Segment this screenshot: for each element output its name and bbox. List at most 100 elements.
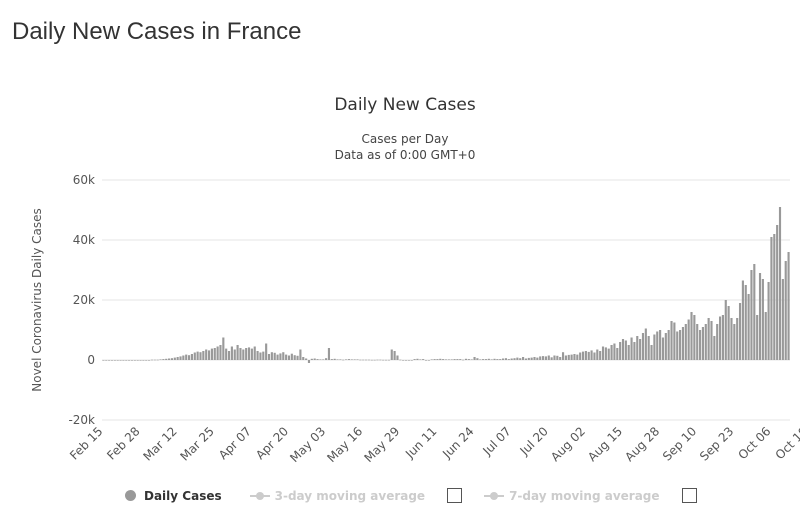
bar xyxy=(256,351,259,360)
bar xyxy=(299,349,302,360)
bar xyxy=(316,359,319,360)
bar xyxy=(659,330,662,360)
bar xyxy=(282,352,285,360)
bar xyxy=(462,359,465,361)
bar xyxy=(233,349,236,360)
bar xyxy=(353,359,356,360)
bar xyxy=(424,360,428,361)
bar xyxy=(245,348,248,360)
bar xyxy=(664,333,667,360)
bar xyxy=(596,349,599,360)
bar xyxy=(379,359,382,361)
bar xyxy=(436,359,439,360)
bar xyxy=(165,358,168,360)
bar xyxy=(670,321,673,360)
bar xyxy=(313,358,316,360)
bar xyxy=(113,360,116,361)
bar xyxy=(359,359,362,361)
bar xyxy=(656,331,659,360)
bar xyxy=(636,336,639,360)
bar xyxy=(784,261,787,360)
bar xyxy=(447,359,450,360)
bar xyxy=(404,360,408,361)
bar xyxy=(367,359,370,361)
bar xyxy=(644,328,647,360)
bar xyxy=(579,352,582,360)
bar xyxy=(239,348,242,360)
x-tick-label: Oct 06 xyxy=(735,424,773,462)
y-axis-label: Novel Coronavirus Daily Cases xyxy=(30,208,44,391)
bar xyxy=(133,360,136,361)
bar xyxy=(673,322,676,360)
bar xyxy=(639,339,642,360)
bar xyxy=(701,327,704,360)
x-tick-label: Sep 10 xyxy=(660,424,699,463)
bar xyxy=(470,359,473,360)
bar xyxy=(145,360,148,361)
bar xyxy=(307,360,311,363)
bar xyxy=(681,327,685,360)
bar xyxy=(593,352,596,360)
legend-label-daily-cases: Daily Cases xyxy=(144,488,222,503)
bar xyxy=(764,312,767,360)
checkbox-3-day-moving-average[interactable] xyxy=(447,488,463,503)
y-tick-label: 0 xyxy=(87,353,95,367)
bar xyxy=(279,353,282,360)
legend-item-7-day-moving-average[interactable]: 7-day moving average xyxy=(484,489,660,503)
bar xyxy=(173,357,176,360)
x-tick-label: Aug 02 xyxy=(548,424,588,464)
bar xyxy=(327,348,331,360)
bar xyxy=(456,359,459,360)
bar xyxy=(499,359,502,360)
bar xyxy=(724,300,727,360)
checkbox-7-day-moving-average[interactable] xyxy=(681,488,697,503)
bar xyxy=(539,356,542,360)
bar xyxy=(459,359,462,360)
bar xyxy=(504,358,508,360)
x-tick-label: Aug 28 xyxy=(622,424,662,464)
bar xyxy=(273,352,276,360)
x-tick-label: May 29 xyxy=(361,424,402,465)
legend-item-3-day-moving-average[interactable]: 3-day moving average xyxy=(249,489,425,503)
bar xyxy=(305,358,308,360)
bar xyxy=(661,337,665,360)
bar xyxy=(733,324,736,360)
x-tick-label: Sep 23 xyxy=(697,424,736,463)
y-grid xyxy=(102,179,790,421)
bar xyxy=(430,359,433,360)
bar xyxy=(667,330,670,360)
bar xyxy=(718,316,722,360)
bar xyxy=(490,359,493,360)
bar xyxy=(536,357,539,360)
bar xyxy=(199,352,202,360)
bar xyxy=(247,347,251,360)
bar xyxy=(756,315,759,360)
x-tick-label: Jul 20 xyxy=(517,424,551,458)
bar xyxy=(250,348,253,360)
bar xyxy=(136,360,139,361)
bar xyxy=(496,359,499,360)
bar xyxy=(108,360,111,361)
bar xyxy=(362,359,365,361)
legend-item-daily-cases[interactable]: Daily Cases xyxy=(125,489,222,503)
bar xyxy=(630,337,633,360)
bar xyxy=(590,350,593,360)
bar xyxy=(647,336,650,360)
bar xyxy=(524,358,527,360)
x-tick-label: May 03 xyxy=(287,424,328,465)
x-tick-label: Feb 15 xyxy=(67,424,105,462)
bar xyxy=(396,355,399,360)
bar xyxy=(419,359,422,360)
bar xyxy=(156,359,159,361)
bar xyxy=(450,359,453,360)
bar xyxy=(541,356,545,360)
bar xyxy=(202,351,205,360)
bar xyxy=(119,360,122,361)
chart-subtitle-line-1: Cases per Day xyxy=(362,132,449,146)
bar xyxy=(676,331,679,360)
bar xyxy=(653,334,656,360)
bar xyxy=(727,306,730,360)
bar xyxy=(610,345,613,360)
x-tick-label: Oct 19 xyxy=(773,424,800,462)
bar xyxy=(259,352,262,360)
